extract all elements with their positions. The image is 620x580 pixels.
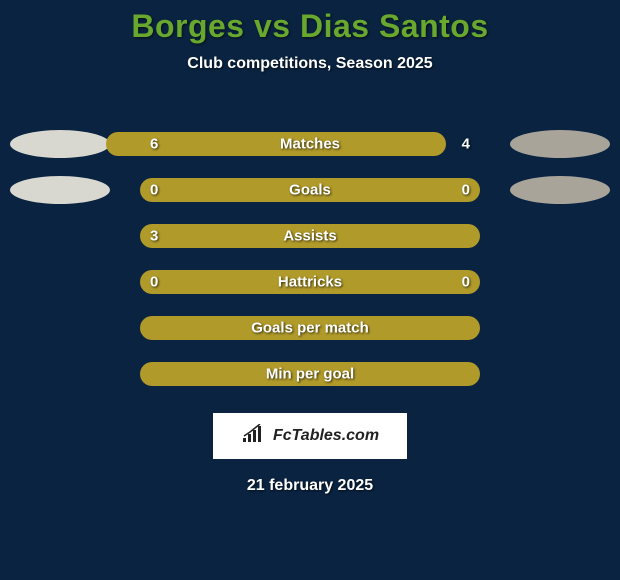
stat-value-left: 6 (150, 136, 158, 153)
stat-label: Goals (289, 182, 331, 199)
stat-label: Hattricks (278, 274, 342, 291)
stat-row: Matches 6 4 (0, 121, 620, 167)
stat-label: Goals per match (251, 320, 369, 337)
stat-bar: Matches 6 4 (140, 132, 480, 156)
stat-value-right: 0 (462, 182, 470, 199)
player-badge-left (10, 130, 110, 158)
player-badge-right (510, 130, 610, 158)
date-label: 21 february 2025 (0, 477, 620, 495)
stat-label: Matches (280, 136, 340, 153)
stats-card: Borges vs Dias Santos Club competitions,… (0, 0, 620, 495)
bar-right-fill (310, 178, 480, 202)
logo-box[interactable]: FcTables.com (213, 413, 407, 459)
stat-bar: Hattricks 0 0 (140, 270, 480, 294)
logo-icon (241, 424, 267, 449)
stat-bar: Assists 3 (140, 224, 480, 248)
stat-label: Min per goal (266, 366, 354, 383)
stat-bar: Goals 0 0 (140, 178, 480, 202)
subtitle: Club competitions, Season 2025 (0, 55, 620, 73)
page-title: Borges vs Dias Santos (0, 8, 620, 45)
stat-value-left: 3 (150, 228, 158, 245)
player-badge-left (10, 176, 110, 204)
stat-value-left: 0 (150, 182, 158, 199)
stat-row: Goals 0 0 (0, 167, 620, 213)
stat-row: Min per goal (0, 351, 620, 397)
stats-list: Matches64Goals00Assists3Hattricks00Goals… (0, 121, 620, 397)
stat-value-right: 0 (462, 274, 470, 291)
stat-row: Assists 3 (0, 213, 620, 259)
bar-left-fill (140, 178, 310, 202)
stat-value-left: 0 (150, 274, 158, 291)
stat-value-right: 4 (462, 136, 470, 153)
stat-label: Assists (283, 228, 336, 245)
stat-bar: Goals per match (140, 316, 480, 340)
stat-row: Hattricks 0 0 (0, 259, 620, 305)
stat-row: Goals per match (0, 305, 620, 351)
stat-bar: Min per goal (140, 362, 480, 386)
logo-text: FcTables.com (273, 427, 379, 445)
player-badge-right (510, 176, 610, 204)
